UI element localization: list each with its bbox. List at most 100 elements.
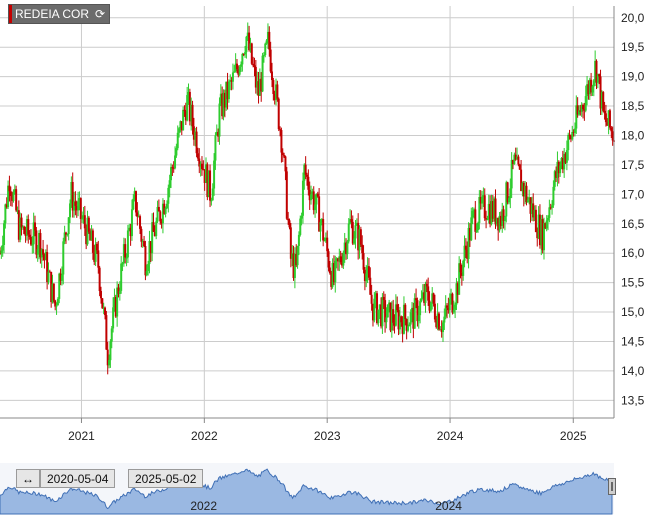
candle-body	[586, 84, 589, 97]
candle-body	[462, 260, 465, 276]
y-tick-label: 17,5	[621, 158, 645, 172]
candle-body	[452, 309, 455, 313]
candle-body	[182, 109, 185, 131]
candle-body	[176, 132, 179, 149]
candle-body	[332, 262, 335, 283]
candle-body	[493, 198, 496, 219]
candle-body	[316, 193, 319, 197]
candle-body	[606, 122, 609, 126]
candle-body	[241, 53, 244, 65]
refresh-icon[interactable]: ⟳	[94, 7, 106, 21]
candle-body	[19, 217, 22, 240]
candle-body	[4, 204, 7, 224]
candle-body	[466, 249, 469, 259]
grid-lines	[0, 6, 614, 418]
candle-body	[557, 161, 560, 174]
candle-body	[98, 267, 101, 292]
candle-body	[89, 231, 92, 241]
y-tick-label: 20,0	[621, 11, 645, 25]
candle-body	[36, 249, 39, 255]
candle-body	[481, 196, 484, 204]
candle-body	[342, 252, 345, 266]
candle-body	[9, 191, 12, 197]
y-tick-label: 15,5	[621, 276, 645, 290]
candle-body	[533, 209, 536, 218]
candle-body	[257, 81, 260, 96]
candle-body	[394, 304, 397, 326]
ticker-badge[interactable]: REDEIA COR ⟳	[8, 4, 111, 24]
candle-body	[373, 298, 376, 321]
candle-body	[583, 109, 586, 111]
candle-body	[359, 229, 362, 245]
candle-body	[400, 316, 403, 323]
range-start-date[interactable]: 2020-05-04	[40, 469, 116, 488]
x-tick-label: 2021	[68, 429, 95, 443]
candle-body	[561, 157, 564, 170]
candle-body	[592, 80, 595, 87]
candle-body	[260, 78, 263, 92]
candle-body	[443, 316, 446, 323]
candle-body	[475, 230, 478, 232]
candle-body	[152, 222, 155, 232]
candle-body	[401, 322, 404, 334]
candle-body	[209, 170, 212, 201]
candle-body	[11, 196, 14, 201]
candle-body	[195, 131, 198, 154]
candle-body	[157, 206, 160, 212]
navigator-right-handle[interactable]	[608, 478, 616, 495]
candle-body	[126, 230, 129, 258]
candle-body	[378, 304, 381, 310]
candle-body	[12, 192, 15, 201]
candle-body	[367, 266, 370, 278]
candle-body	[161, 203, 164, 224]
range-end-date[interactable]: 2025-05-02	[128, 469, 204, 488]
candle-body	[283, 155, 286, 157]
candle-body	[222, 92, 225, 117]
candle-body	[47, 271, 50, 283]
candle-body	[552, 186, 555, 206]
candle-body	[390, 309, 393, 331]
candle-body	[392, 309, 395, 323]
y-tick-label: 13,5	[621, 393, 645, 407]
candle-body	[406, 326, 409, 331]
candle-body	[229, 80, 232, 82]
candle-body	[24, 233, 27, 236]
candle-body	[459, 263, 462, 273]
candle-body	[133, 191, 136, 199]
candle-body	[363, 269, 366, 282]
candle-body	[405, 319, 408, 331]
candle-body	[331, 262, 334, 287]
candle-body	[215, 131, 218, 136]
candle-body	[607, 110, 610, 126]
candle-body	[536, 232, 539, 239]
candle-body	[551, 205, 554, 208]
candle-body	[262, 55, 265, 57]
y-tick-label: 14,0	[621, 364, 645, 378]
candle-body	[322, 219, 325, 241]
candle-body	[595, 60, 598, 83]
candle-body	[396, 304, 399, 311]
candle-body	[509, 188, 512, 198]
candle-body	[532, 203, 535, 218]
candle-body	[520, 169, 523, 192]
candle-body	[114, 297, 117, 317]
candle-body	[544, 223, 547, 229]
candle-body	[74, 201, 77, 206]
candle-body	[487, 203, 490, 219]
candle-body	[276, 84, 279, 99]
candle-body	[447, 307, 450, 311]
candle-body	[388, 302, 391, 305]
candle-body	[582, 104, 585, 110]
left-right-arrows-icon[interactable]: ↔	[16, 469, 40, 488]
candle-body	[99, 291, 102, 299]
candle-body	[538, 214, 541, 246]
candle-body	[565, 150, 568, 163]
candle-body	[248, 32, 251, 51]
candle-body	[280, 130, 283, 153]
candle-body	[408, 324, 411, 327]
candle-body	[184, 111, 187, 121]
candle-body	[361, 244, 364, 254]
candle-body	[214, 135, 217, 161]
candle-body	[420, 298, 423, 302]
candle-body	[498, 215, 501, 231]
